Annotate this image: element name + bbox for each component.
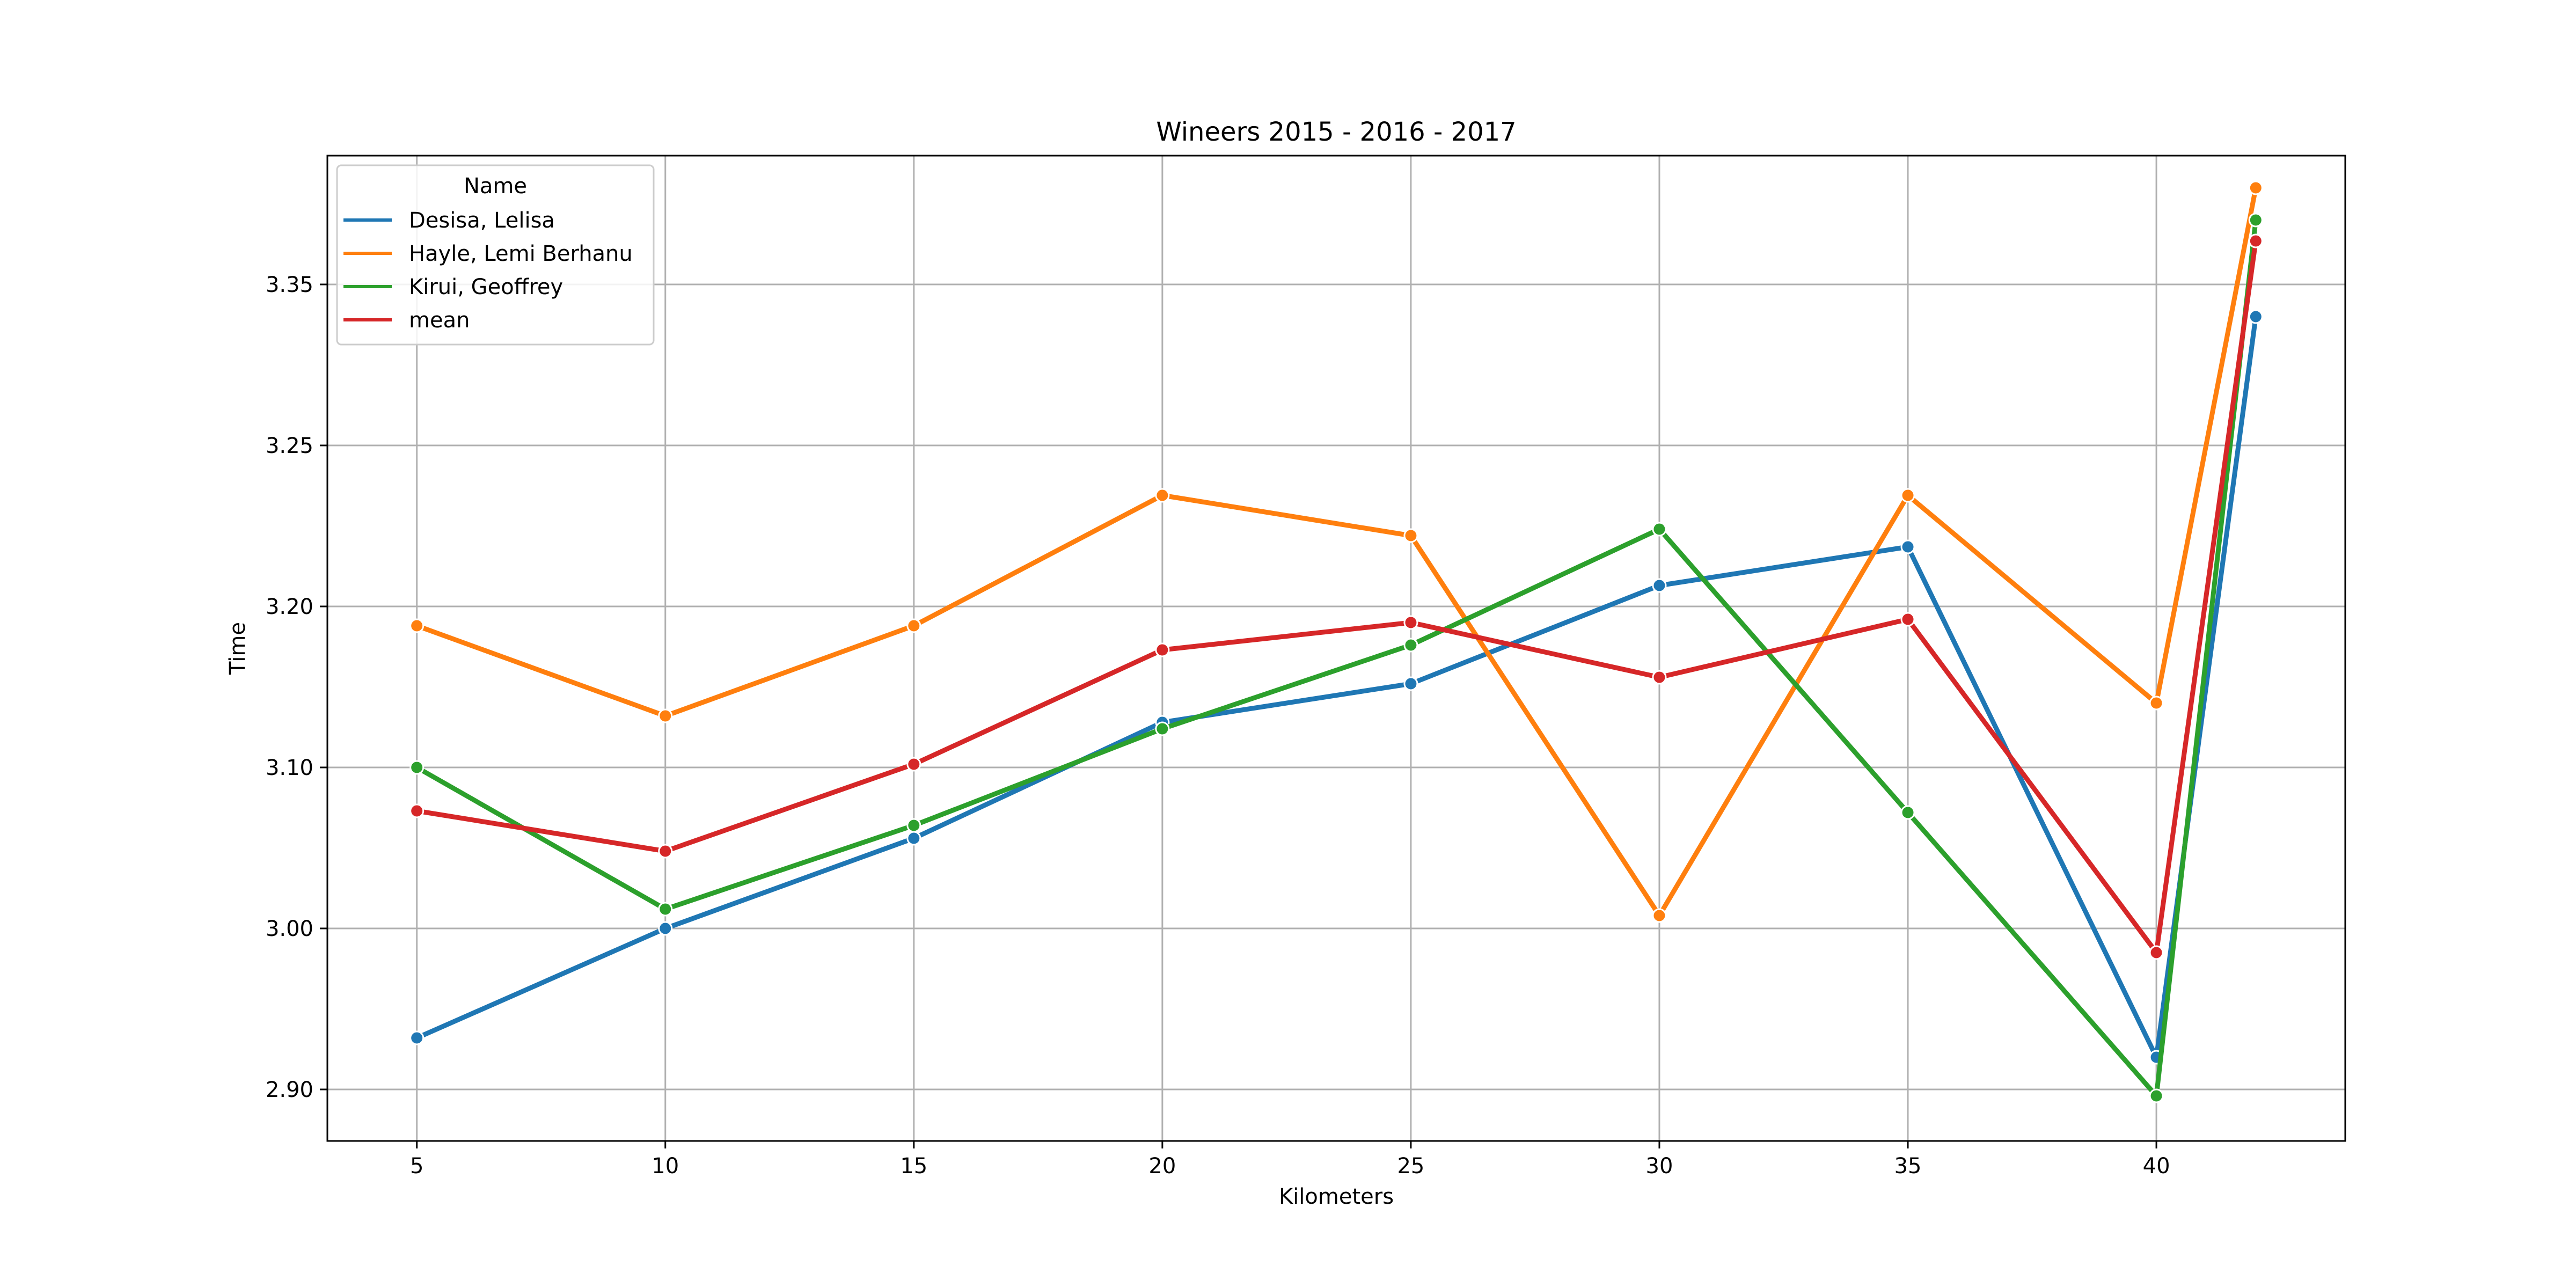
- y-tick-label: 3.25: [266, 434, 313, 458]
- data-point-desisa-lelisa: [1403, 676, 1418, 691]
- y-axis: 2.90 3.00 3.10 3.20 3.25 3.35: [266, 273, 327, 1102]
- data-point-hayle-lemi-berhanu: [409, 618, 425, 633]
- data-point-hayle-lemi-berhanu: [1155, 488, 1170, 503]
- chart-title: Wineers 2015 - 2016 - 2017: [1156, 117, 1516, 147]
- legend: Name Desisa, Lelisa Hayle, Lemi Berhanu Kir…: [336, 164, 655, 346]
- data-point-mean: [2149, 945, 2164, 960]
- data-point-kirui-geoffrey: [1652, 522, 1667, 537]
- data-point-desisa-lelisa: [906, 831, 921, 846]
- x-tick-label: 15: [900, 1154, 927, 1179]
- data-point-kirui-geoffrey: [409, 760, 425, 775]
- series-line-mean: [414, 238, 2258, 955]
- x-tick-label: 5: [410, 1154, 423, 1179]
- data-point-desisa-lelisa: [658, 921, 673, 936]
- data-point-mean: [658, 844, 673, 859]
- series-lines: [409, 180, 2263, 1103]
- x-tick-label: 30: [1646, 1154, 1673, 1179]
- data-point-desisa-lelisa: [1900, 539, 1915, 554]
- legend-label: Kirui, Geoffrey: [409, 275, 563, 299]
- data-point-hayle-lemi-berhanu: [658, 708, 673, 723]
- data-point-mean: [1403, 615, 1418, 630]
- data-point-kirui-geoffrey: [906, 818, 921, 833]
- data-point-mean: [2248, 233, 2263, 248]
- y-axis-title: Time: [225, 622, 250, 675]
- data-point-mean: [906, 757, 921, 772]
- data-point-desisa-lelisa: [409, 1030, 425, 1045]
- data-point-mean: [409, 803, 425, 818]
- legend-label: mean: [409, 308, 470, 333]
- y-tick-label: 3.00: [266, 917, 313, 941]
- data-point-kirui-geoffrey: [2248, 213, 2263, 228]
- legend-label: Desisa, Lelisa: [409, 208, 555, 233]
- data-point-hayle-lemi-berhanu: [1900, 488, 1915, 503]
- legend-title: Name: [464, 174, 527, 199]
- data-point-mean: [1900, 612, 1915, 627]
- data-point-kirui-geoffrey: [1155, 721, 1170, 736]
- x-axis-title: Kilometers: [1279, 1184, 1394, 1209]
- data-point-hayle-lemi-berhanu: [1652, 908, 1667, 923]
- data-point-kirui-geoffrey: [1900, 805, 1915, 820]
- x-tick-label: 25: [1397, 1154, 1424, 1179]
- data-point-kirui-geoffrey: [1403, 638, 1418, 653]
- data-point-hayle-lemi-berhanu: [1403, 528, 1418, 543]
- x-tick-label: 35: [1894, 1154, 1922, 1179]
- x-axis: 5 10 15 20 25 30 35 40: [410, 1141, 2170, 1179]
- y-tick-label: 3.20: [266, 595, 313, 619]
- plot-frame: [326, 155, 2346, 1142]
- data-point-hayle-lemi-berhanu: [906, 618, 921, 633]
- y-tick-label: 2.90: [266, 1078, 313, 1102]
- data-point-mean: [1652, 670, 1667, 685]
- data-point-mean: [1155, 642, 1170, 657]
- data-point-hayle-lemi-berhanu: [2248, 180, 2263, 195]
- y-tick-label: 3.10: [266, 756, 313, 780]
- x-tick-label: 20: [1148, 1154, 1176, 1179]
- data-point-desisa-lelisa: [2248, 309, 2263, 324]
- series-line-kirui-geoffrey: [414, 217, 2258, 1099]
- data-point-kirui-geoffrey: [658, 902, 673, 917]
- data-point-desisa-lelisa: [1652, 578, 1667, 593]
- x-tick-label: 10: [652, 1154, 679, 1179]
- legend-box: [336, 164, 655, 346]
- series-line-desisa-lelisa: [414, 314, 2258, 1060]
- data-point-kirui-geoffrey: [2149, 1088, 2164, 1103]
- x-tick-label: 40: [2143, 1154, 2170, 1179]
- series-line-hayle-lemi-berhanu: [414, 185, 2258, 918]
- y-tick-label: 3.35: [266, 273, 313, 297]
- data-point-hayle-lemi-berhanu: [2149, 696, 2164, 711]
- legend-label: Hayle, Lemi Berhanu: [409, 241, 633, 266]
